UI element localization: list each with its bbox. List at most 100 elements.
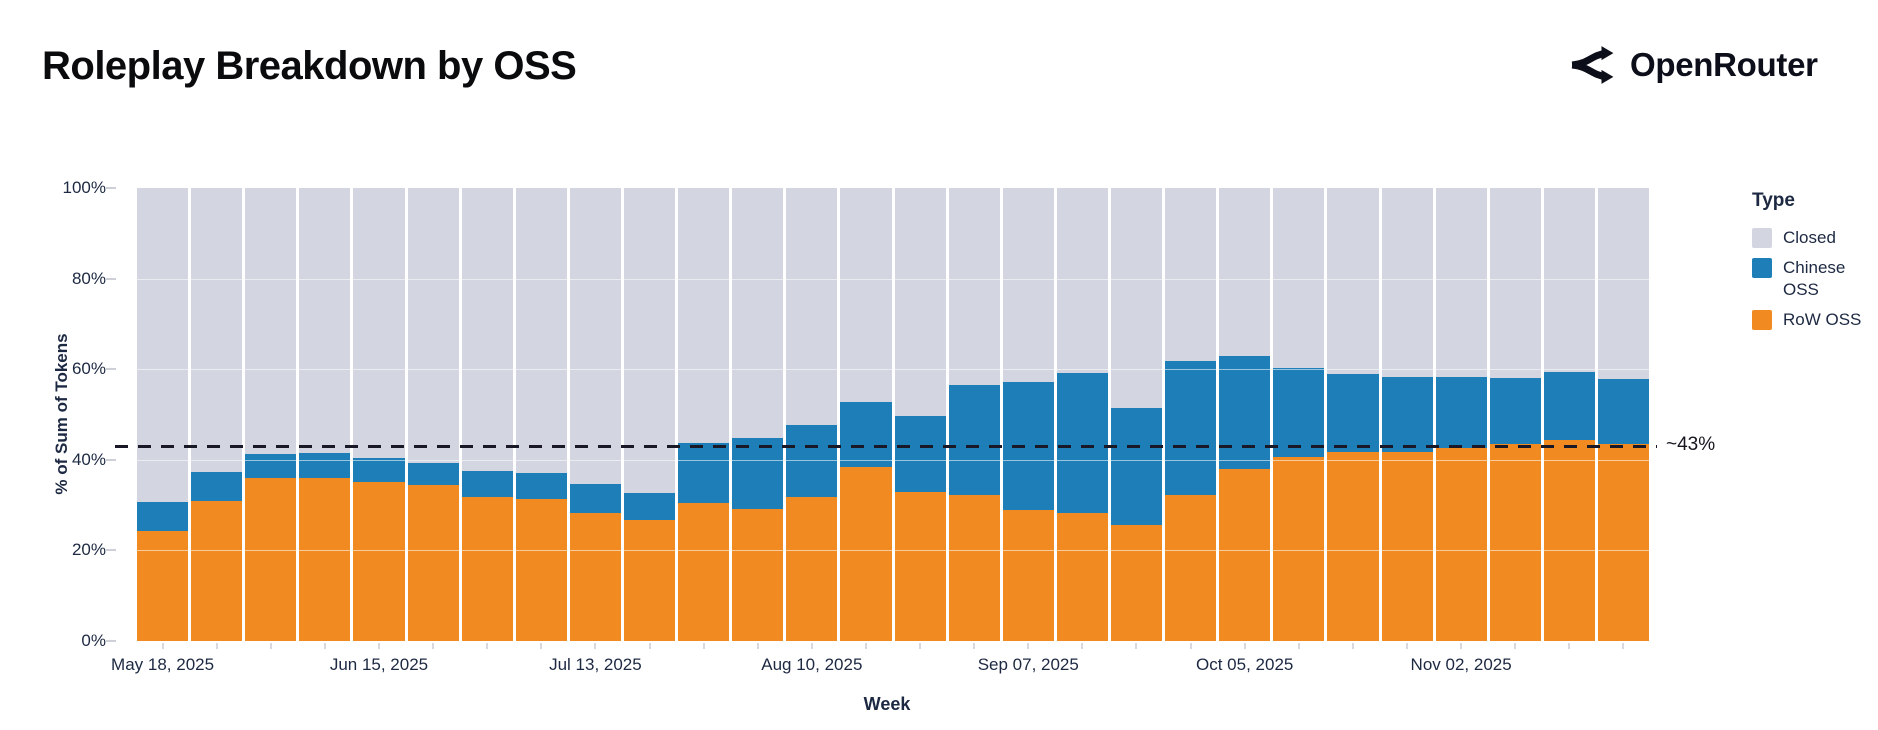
segment-row-oss bbox=[299, 477, 351, 641]
segment-closed bbox=[786, 188, 838, 425]
bar-column bbox=[1219, 188, 1271, 641]
bar-column bbox=[299, 188, 351, 641]
legend-swatch-row-oss bbox=[1752, 309, 1772, 330]
segment-row-oss bbox=[678, 503, 730, 641]
x-tick-mark bbox=[540, 643, 543, 649]
segment-closed bbox=[245, 188, 297, 454]
bar-column bbox=[353, 188, 405, 641]
gridline-80 bbox=[117, 278, 1657, 280]
segment-chinese-oss bbox=[1597, 379, 1650, 444]
segment-closed bbox=[948, 188, 1000, 386]
segment-chinese-oss bbox=[407, 462, 459, 486]
segment-chinese-oss bbox=[678, 443, 730, 504]
bar-column bbox=[1489, 188, 1541, 641]
bar-column bbox=[245, 188, 297, 641]
segment-closed bbox=[840, 188, 892, 402]
brand-name: OpenRouter bbox=[1630, 46, 1818, 83]
legend-item-label: RoW OSS bbox=[1783, 309, 1862, 329]
y-tick-label: 0% bbox=[81, 631, 106, 650]
segment-chinese-oss bbox=[1110, 408, 1163, 526]
segment-chinese-oss bbox=[623, 493, 676, 521]
y-tick-label: 60% bbox=[71, 359, 106, 379]
bar-column bbox=[786, 188, 838, 641]
segment-row-oss bbox=[948, 495, 1000, 641]
segment-chinese-oss bbox=[840, 401, 892, 468]
x-tick-mark bbox=[1514, 643, 1517, 649]
segment-row-oss bbox=[1435, 447, 1487, 641]
x-tick-mark bbox=[377, 643, 380, 649]
segment-closed bbox=[1381, 188, 1433, 378]
segment-row-oss bbox=[1327, 451, 1379, 641]
legend-swatch-closed bbox=[1752, 228, 1772, 248]
segment-chinese-oss bbox=[461, 471, 513, 497]
segment-row-oss bbox=[407, 485, 459, 641]
segment-closed bbox=[1056, 188, 1108, 373]
y-tick-mark bbox=[106, 368, 116, 371]
x-tick-mark bbox=[1297, 643, 1300, 649]
x-tick-mark bbox=[1406, 643, 1409, 649]
segment-row-oss bbox=[191, 500, 243, 641]
segment-row-oss bbox=[786, 497, 838, 641]
segment-row-oss bbox=[1165, 495, 1217, 641]
x-tick-mark bbox=[1351, 643, 1354, 649]
brand-logo: OpenRouter bbox=[1568, 44, 1818, 86]
segment-closed bbox=[137, 188, 189, 502]
segment-chinese-oss bbox=[191, 472, 243, 501]
x-tick-mark bbox=[1189, 643, 1192, 649]
x-tick-mark bbox=[919, 643, 922, 649]
bar-column bbox=[678, 188, 730, 641]
segment-chinese-oss bbox=[894, 415, 946, 492]
segment-closed bbox=[569, 188, 621, 484]
segment-chinese-oss bbox=[786, 424, 838, 498]
segment-row-oss bbox=[1110, 525, 1163, 641]
bar-column bbox=[1002, 188, 1054, 641]
x-tick-mark bbox=[432, 643, 435, 649]
segment-row-oss bbox=[894, 491, 946, 641]
x-tick-mark bbox=[486, 643, 489, 649]
segment-closed bbox=[1543, 188, 1595, 373]
x-tick-mark bbox=[810, 643, 813, 649]
segment-row-oss bbox=[1056, 512, 1108, 641]
segment-row-oss bbox=[1273, 456, 1325, 641]
bar-column bbox=[461, 188, 513, 641]
bar-column bbox=[1273, 188, 1325, 641]
openrouter-logo-icon bbox=[1568, 44, 1614, 86]
segment-closed bbox=[678, 188, 730, 444]
legend-item: RoW OSS bbox=[1752, 309, 1870, 330]
bar-column bbox=[1543, 188, 1595, 641]
segment-row-oss bbox=[1381, 452, 1433, 641]
x-tick-mark bbox=[1568, 643, 1571, 649]
segment-chinese-oss bbox=[353, 458, 405, 482]
legend-swatch-chinese-oss bbox=[1752, 258, 1772, 279]
segment-row-oss bbox=[569, 512, 621, 641]
legend-title: Type bbox=[1752, 190, 1795, 211]
bar-column bbox=[1435, 188, 1487, 641]
gridline-20 bbox=[117, 550, 1657, 552]
segment-chinese-oss bbox=[299, 453, 351, 478]
segment-chinese-oss bbox=[732, 438, 784, 510]
chart-title: Roleplay Breakdown by OSS bbox=[42, 44, 577, 88]
bar-column bbox=[191, 188, 243, 641]
x-tick-mark bbox=[594, 643, 597, 649]
segment-closed bbox=[1435, 188, 1487, 377]
segment-closed bbox=[407, 188, 459, 463]
segment-closed bbox=[1219, 188, 1271, 356]
segment-closed bbox=[1165, 188, 1217, 362]
x-tick-mark bbox=[269, 643, 272, 649]
segment-closed bbox=[623, 188, 676, 494]
segment-chinese-oss bbox=[1056, 372, 1108, 513]
x-tick-label: May 18, 2025 bbox=[111, 655, 215, 674]
bar-column bbox=[569, 188, 621, 641]
segment-chinese-oss bbox=[1273, 368, 1325, 457]
bar-column bbox=[407, 188, 459, 641]
segment-chinese-oss bbox=[1543, 372, 1595, 440]
bars-container bbox=[117, 188, 1657, 641]
segment-chinese-oss bbox=[1435, 376, 1487, 448]
segment-chinese-oss bbox=[1381, 377, 1433, 453]
y-tick-mark bbox=[106, 640, 116, 642]
segment-closed bbox=[353, 188, 405, 458]
bar-column bbox=[623, 188, 676, 641]
x-tick-mark bbox=[1243, 643, 1246, 649]
y-tick-mark bbox=[106, 187, 116, 189]
segment-row-oss bbox=[245, 477, 297, 641]
